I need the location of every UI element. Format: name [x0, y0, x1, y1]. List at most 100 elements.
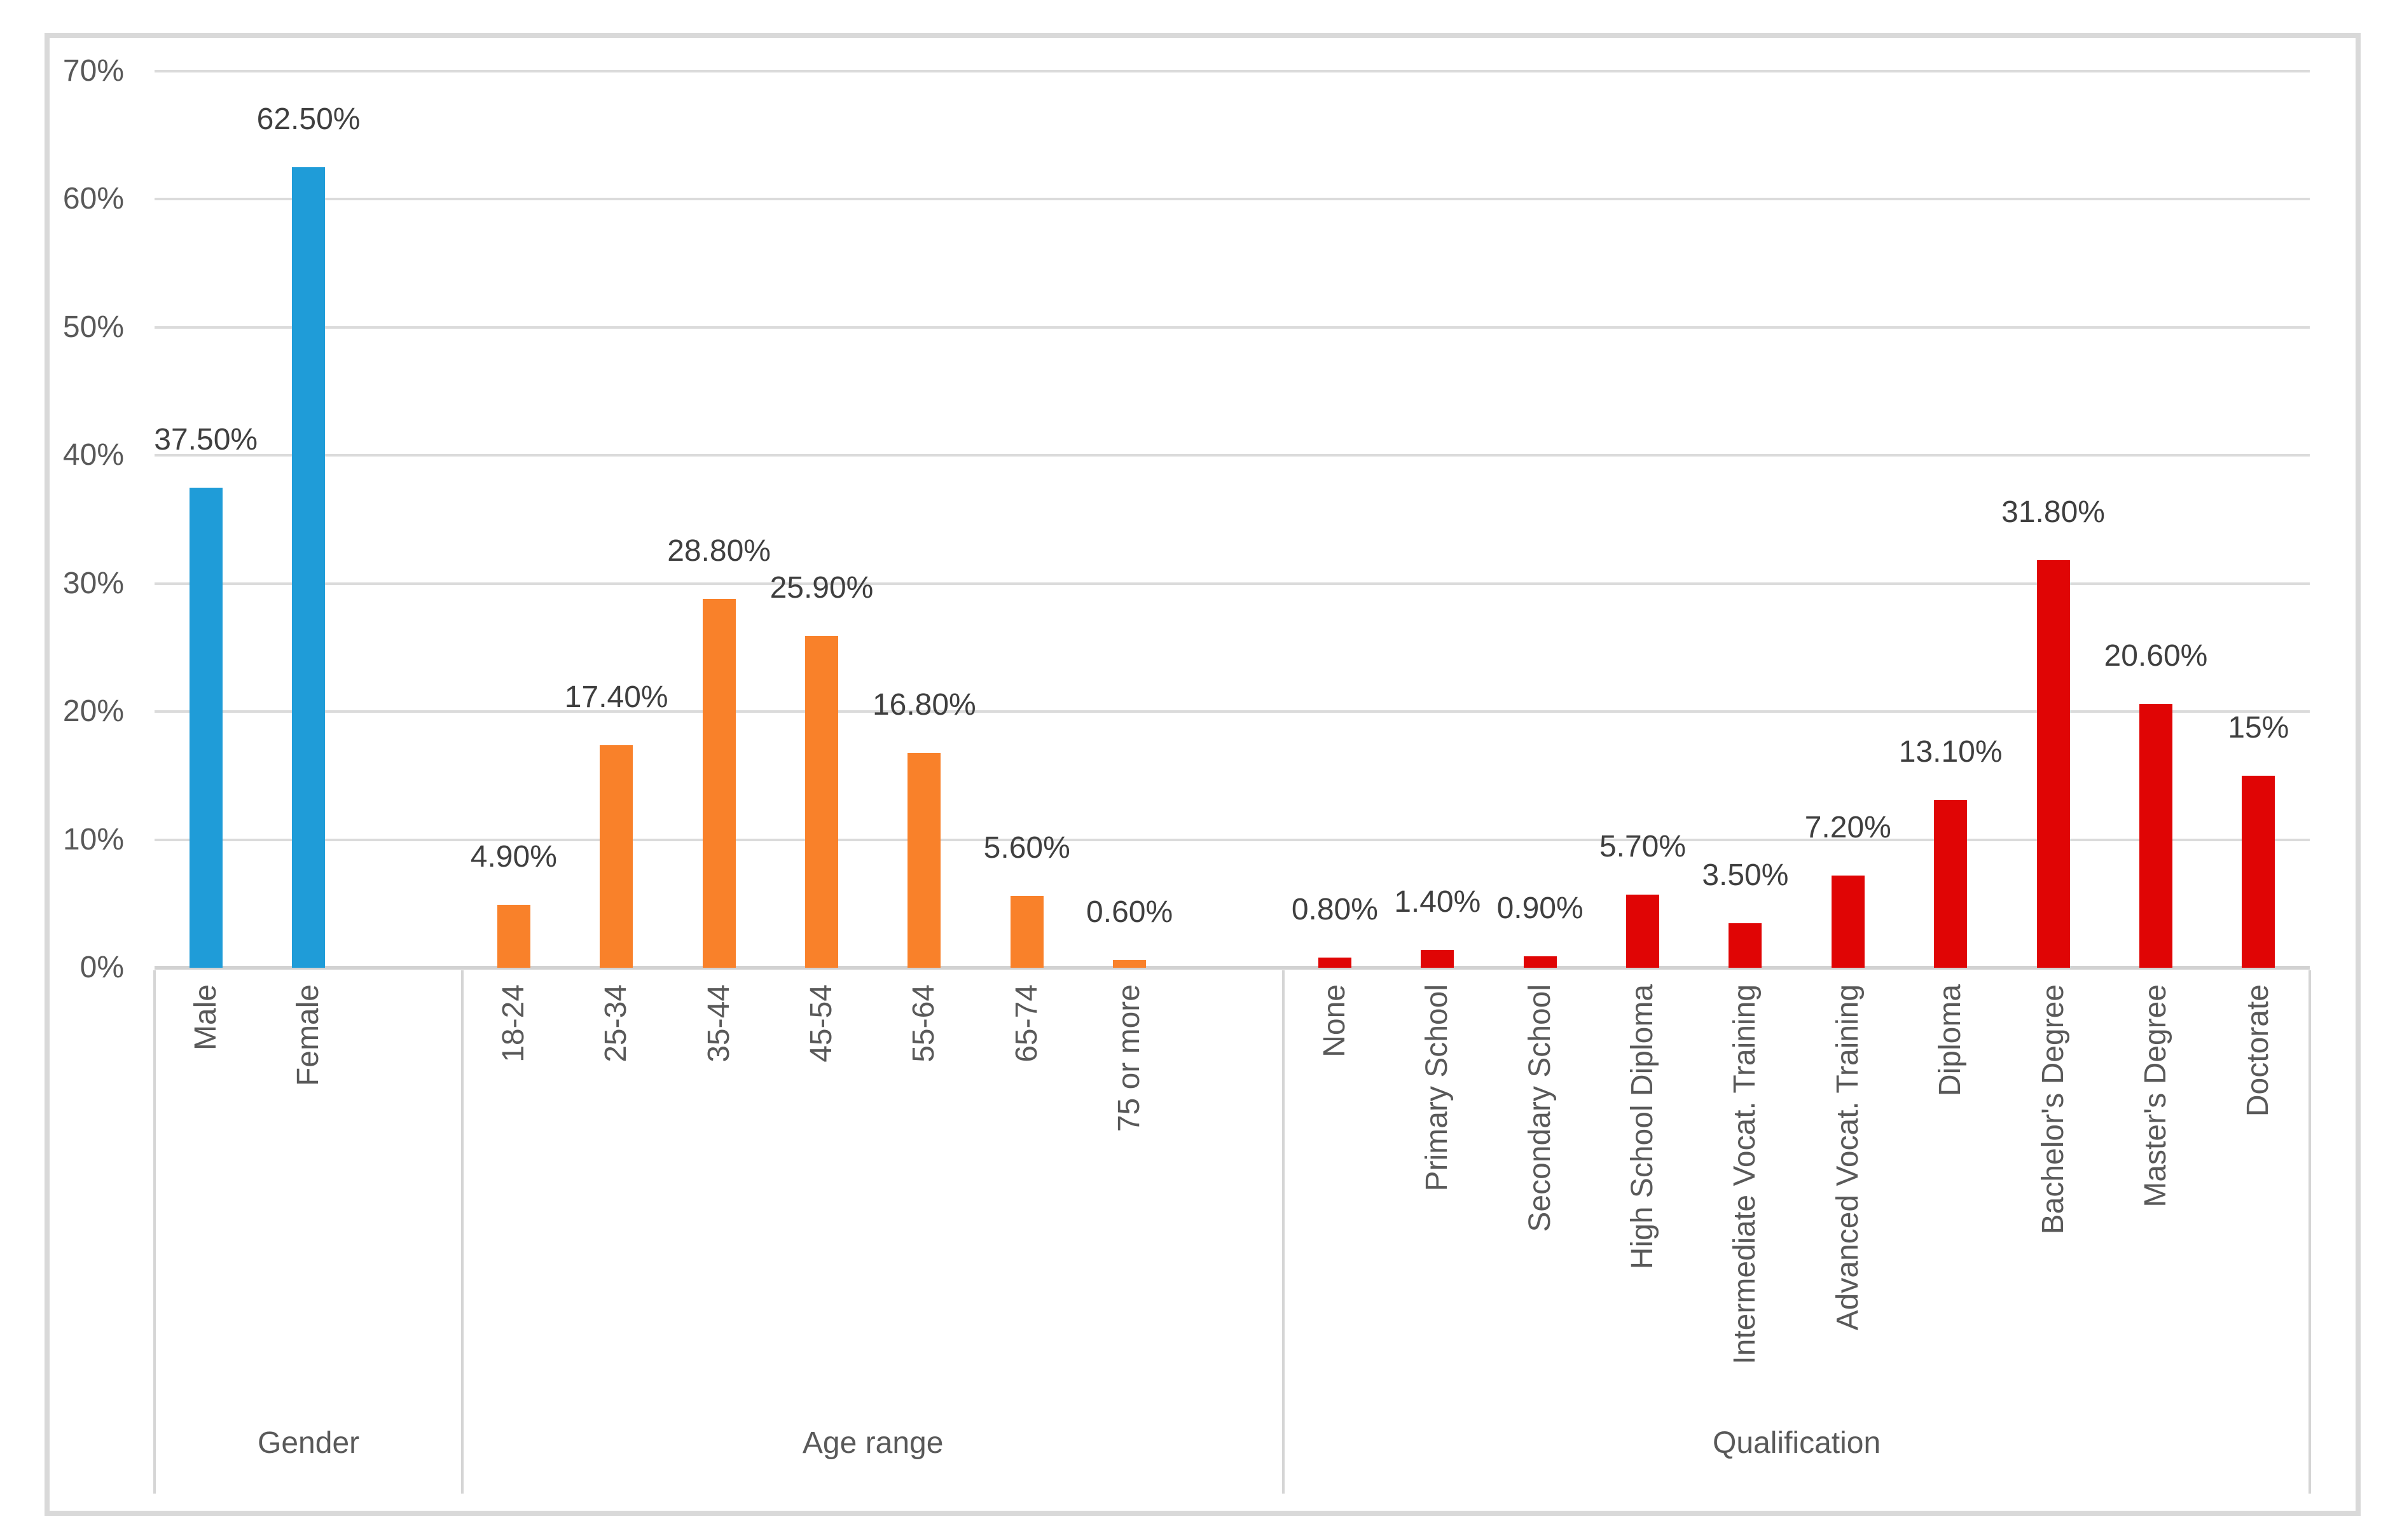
y-axis-tick-label: 40%: [62, 438, 124, 472]
bar-primary-school: [1421, 949, 1454, 968]
category-label: Intermediate Vocat. Training: [1728, 984, 1762, 1365]
category-label-cell: Intermediate Vocat. Training: [1694, 984, 1797, 1487]
category-label-cell: 35-44: [668, 984, 770, 1487]
y-axis-tick-label: 30%: [62, 566, 124, 600]
bar-value-label: 3.50%: [1702, 858, 1789, 892]
bar-value-label: 15%: [2228, 710, 2289, 745]
chart-outer-border: [45, 33, 2361, 1516]
category-label: 55-64: [907, 984, 941, 1062]
category-label: Diploma: [1933, 984, 1968, 1097]
y-axis-tick-label: 10%: [62, 822, 124, 856]
category-label: 25-34: [599, 984, 633, 1062]
category-label: 45-54: [804, 984, 838, 1062]
bar-value-label: 25.90%: [770, 571, 874, 605]
category-label-cell: Primary School: [1386, 984, 1489, 1487]
bar-value-label: 1.40%: [1394, 884, 1481, 919]
bar-male: [189, 487, 223, 968]
bar-female: [292, 167, 326, 968]
bar-value-label: 5.60%: [983, 831, 1070, 865]
category-label-cell: 55-64: [873, 984, 976, 1487]
gridline: [155, 838, 2310, 841]
bar-75-or-more: [1113, 959, 1147, 968]
category-label-cell: Advanced Vocat. Training: [1797, 984, 1899, 1487]
bar-value-label: 5.70%: [1599, 830, 1687, 864]
gridline: [155, 454, 2310, 457]
category-label: Female: [291, 984, 326, 1087]
category-label: 18-24: [496, 984, 530, 1062]
category-label-cell: None: [1283, 984, 1386, 1487]
y-axis-tick-label: 0%: [79, 951, 124, 984]
bar-65-74: [1010, 896, 1044, 968]
bar-value-label: 16.80%: [872, 687, 976, 722]
bar-secondary-school: [1523, 956, 1557, 968]
bar-advanced-vocat-training: [1831, 875, 1865, 968]
category-label: Male: [188, 984, 223, 1051]
bar-none: [1318, 957, 1351, 968]
category-label: Doctorate: [2241, 984, 2275, 1117]
category-label-cell: 75 or more: [1078, 984, 1180, 1487]
bar-value-label: 7.20%: [1804, 810, 1891, 844]
y-axis-tick-label: 70%: [62, 54, 124, 88]
bar-35-44: [702, 598, 736, 968]
gridline: [155, 326, 2310, 329]
category-label: Primary School: [1420, 984, 1454, 1192]
category-label: Master's Degree: [2138, 984, 2172, 1207]
category-label-cell: Female: [257, 984, 359, 1487]
category-label-cell: Bachelor's Degree: [2002, 984, 2104, 1487]
bar-master-s-degree: [2139, 704, 2172, 968]
bar-value-label: 20.60%: [2104, 639, 2208, 673]
category-label-cell: Secondary School: [1489, 984, 1591, 1487]
x-axis-line: [155, 966, 2310, 970]
group-label-qualification: Qualification: [1713, 1426, 1881, 1460]
y-axis-tick-label: 60%: [62, 182, 124, 216]
category-label-cell: High School Diploma: [1591, 984, 1694, 1487]
gridline: [155, 70, 2310, 72]
label-box-left-edge: [153, 970, 156, 1494]
bar-55-64: [908, 752, 941, 968]
gridline: [155, 710, 2310, 713]
category-label: Advanced Vocat. Training: [1830, 984, 1865, 1331]
category-label: Secondary School: [1522, 984, 1557, 1232]
bar-45-54: [804, 636, 838, 968]
group-label-gender: Gender: [258, 1426, 360, 1460]
gridline: [155, 198, 2310, 201]
category-label: High School Diploma: [1625, 984, 1660, 1270]
y-axis-tick-label: 50%: [62, 310, 124, 344]
category-label-cell: 18-24: [462, 984, 565, 1487]
group-label-age-range: Age range: [802, 1426, 944, 1460]
category-label-cell: 65-74: [976, 984, 1078, 1487]
bar-intermediate-vocat-training: [1729, 923, 1762, 968]
bar-value-label: 37.50%: [154, 422, 258, 457]
bar-value-label: 0.90%: [1496, 891, 1584, 925]
category-label-cell: Male: [155, 984, 257, 1487]
bar-high-school-diploma: [1626, 895, 1660, 968]
gridline: [155, 582, 2310, 585]
bar-value-label: 13.10%: [1898, 735, 2003, 769]
bar-value-label: 62.50%: [256, 102, 361, 137]
y-axis-tick-label: 20%: [62, 694, 124, 729]
label-box-right-edge: [2309, 970, 2311, 1494]
category-label-cell: Diploma: [1899, 984, 2001, 1487]
category-label-cell: Master's Degree: [2104, 984, 2207, 1487]
category-label: None: [1317, 984, 1351, 1057]
bar-25-34: [600, 745, 633, 968]
bar-diploma: [1934, 800, 1968, 968]
bar-bachelor-s-degree: [2036, 560, 2070, 968]
category-label: Bachelor's Degree: [2036, 984, 2070, 1235]
group-divider-line: [461, 970, 464, 1494]
category-label: 65-74: [1009, 984, 1044, 1062]
bar-value-label: 31.80%: [2001, 495, 2105, 530]
bar-value-label: 0.60%: [1086, 895, 1173, 929]
category-label: 35-44: [701, 984, 736, 1062]
category-label: 75 or more: [1112, 984, 1147, 1132]
category-label-cell: 25-34: [565, 984, 668, 1487]
bar-value-label: 17.40%: [564, 680, 668, 714]
category-label-cell: Doctorate: [2207, 984, 2310, 1487]
group-divider-line: [1282, 970, 1285, 1494]
bar-value-label: 4.90%: [470, 840, 557, 874]
category-label-cell: 45-54: [770, 984, 873, 1487]
bar-value-label: 28.80%: [667, 533, 771, 568]
bar-18-24: [497, 905, 530, 968]
bar-value-label: 0.80%: [1291, 892, 1378, 926]
